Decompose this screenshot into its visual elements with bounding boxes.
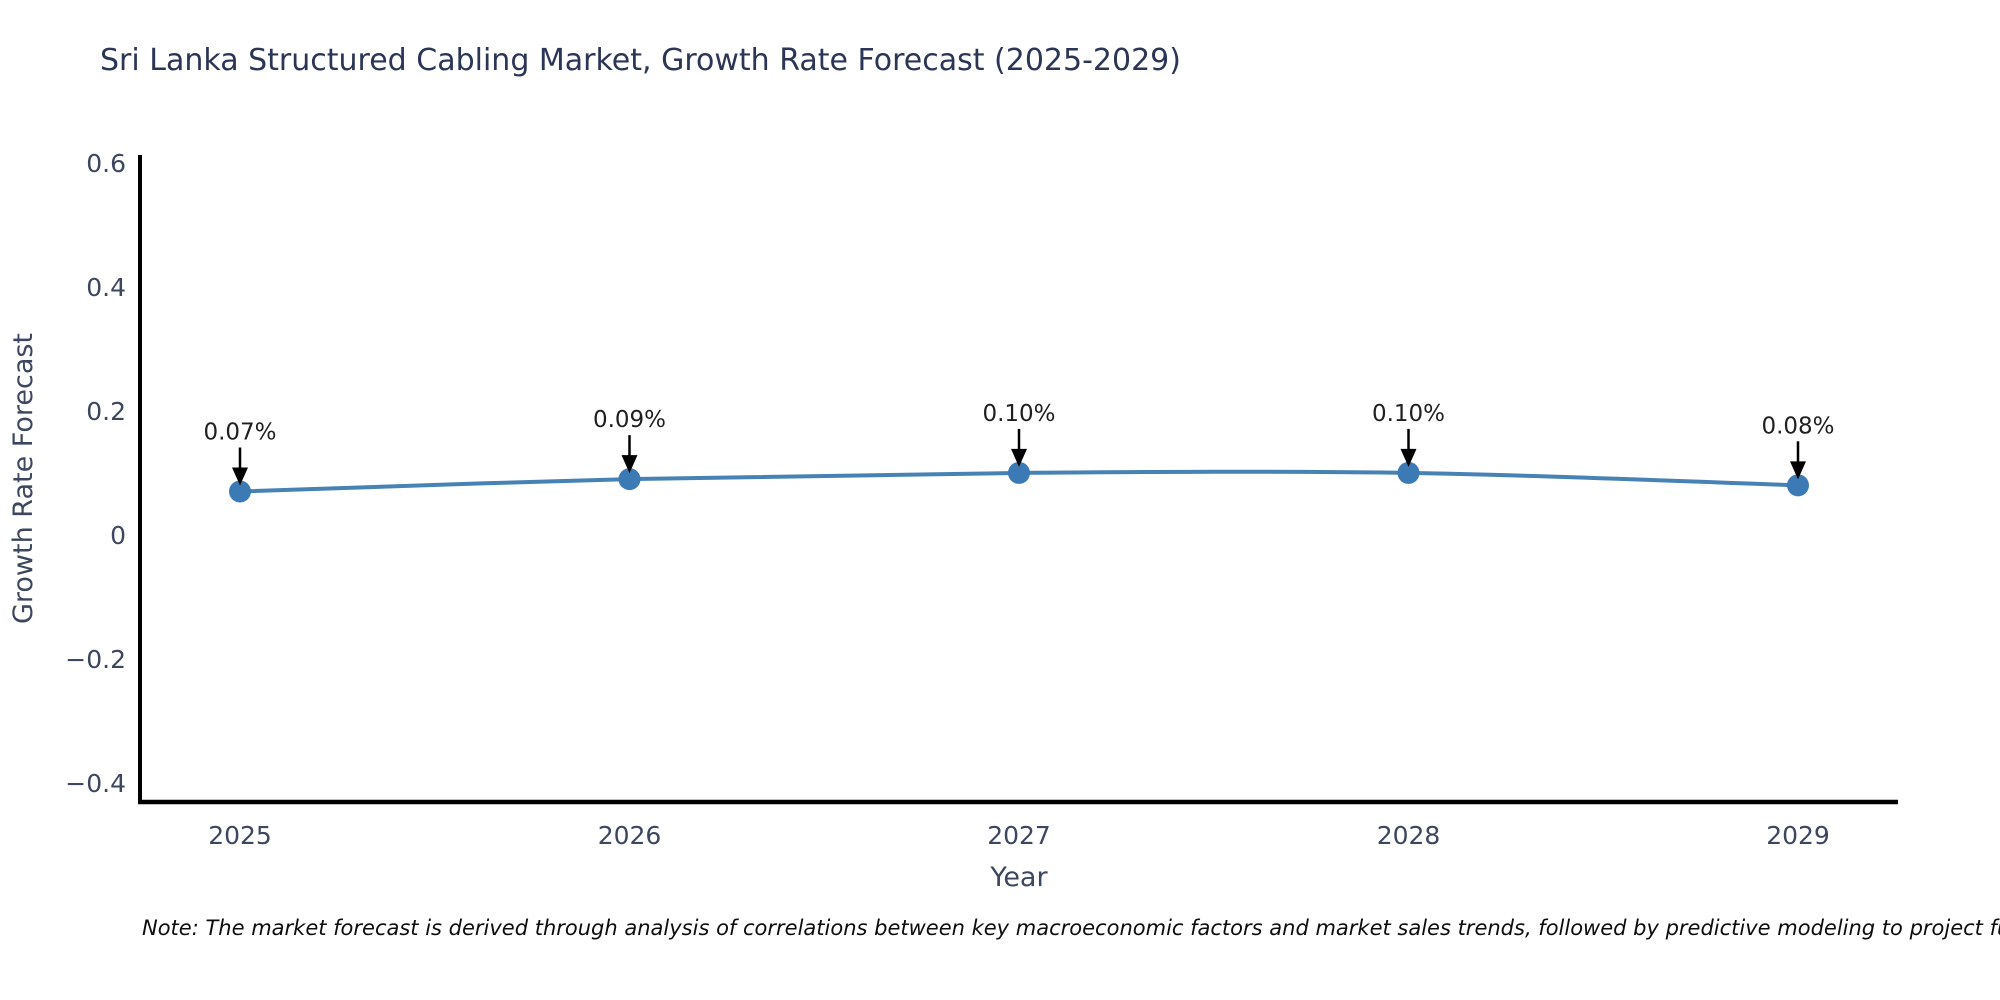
y-tick-label: 0.2	[86, 397, 126, 426]
data-point	[1008, 461, 1030, 484]
y-tick-label: −0.2	[65, 645, 126, 674]
y-tick-label: 0	[110, 521, 126, 550]
data-point	[618, 468, 641, 491]
annotation-label: 0.08%	[1761, 413, 1834, 439]
x-tick-label: 2026	[598, 821, 662, 850]
x-axis-title: Year	[989, 862, 1048, 893]
y-tick-label: 0.6	[86, 149, 126, 178]
annotation-label: 0.10%	[1372, 401, 1445, 427]
annotation-arrowhead-icon	[232, 467, 248, 486]
data-point	[1397, 461, 1420, 484]
data-point	[229, 480, 251, 503]
annotation-arrowhead-icon	[1790, 461, 1806, 480]
x-tick-label: 2027	[987, 821, 1051, 850]
annotation-label: 0.10%	[982, 401, 1055, 427]
y-axis-title: Growth Rate Forecast	[8, 333, 39, 624]
chart-title: Sri Lanka Structured Cabling Market, Gro…	[100, 43, 1181, 78]
annotation-label: 0.09%	[593, 407, 666, 433]
x-tick-label: 2028	[1377, 821, 1441, 850]
footnote: Note: The market forecast is derived thr…	[142, 916, 2000, 940]
annotation-arrowhead-icon	[621, 455, 638, 474]
data-point	[1787, 474, 1809, 497]
annotation-arrowhead-icon	[1011, 448, 1027, 467]
y-tick-label: 0.4	[86, 273, 126, 302]
annotation-label: 0.07%	[203, 420, 276, 446]
y-tick-label: −0.4	[65, 769, 126, 798]
x-tick-label: 2029	[1766, 821, 1830, 850]
annotation-arrowhead-icon	[1400, 448, 1417, 467]
x-tick-label: 2025	[208, 821, 272, 850]
